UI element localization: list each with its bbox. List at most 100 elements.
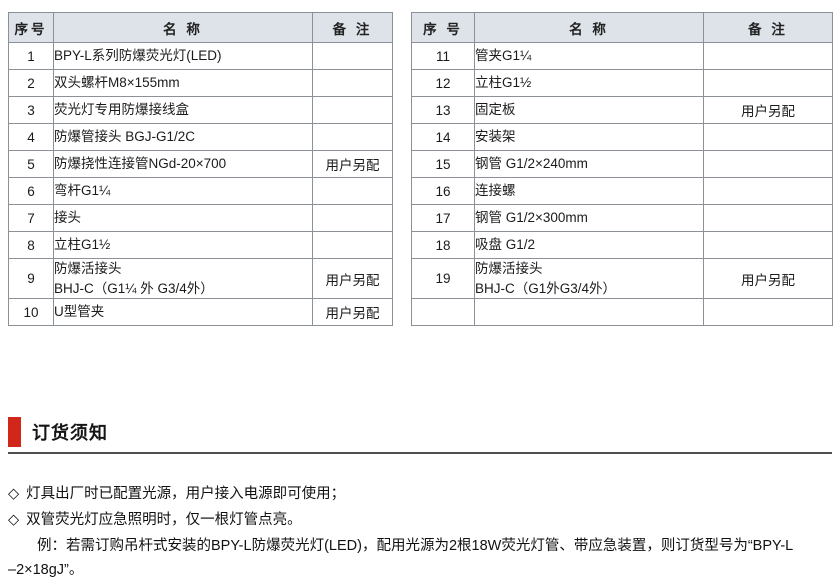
table-row: 9 防爆活接头 BHJ-C（G1¼ 外 G3/4外） 用户另配 bbox=[8, 257, 393, 300]
part-remark bbox=[312, 42, 393, 70]
example-line-1: 例：若需订购吊杆式安装的BPY-L防爆荧光灯(LED)，配用光源为2根18W荧光… bbox=[37, 538, 794, 555]
part-name: U型管夹 bbox=[53, 298, 313, 327]
row-number: 8 bbox=[8, 231, 54, 259]
row-number: 14 bbox=[411, 123, 475, 151]
row-number: 16 bbox=[411, 177, 475, 205]
part-remark bbox=[312, 96, 393, 124]
diamond-bullet-icon: ◇ bbox=[8, 486, 20, 503]
row-number: 4 bbox=[8, 123, 54, 151]
table-row: 19 防爆活接头 BHJ-C（G1外G3/4外） 用户另配 bbox=[411, 257, 833, 300]
part-name: 双头螺杆M8×155mm bbox=[53, 69, 313, 97]
section-title: 订货须知 bbox=[32, 423, 108, 444]
col-header-name: 名 称 bbox=[474, 12, 704, 43]
part-remark bbox=[703, 177, 833, 205]
part-name: 防爆活接头 BHJ-C（G1外G3/4外） bbox=[474, 257, 704, 300]
table-header-row: 序 号 名 称 备 注 bbox=[411, 12, 833, 43]
part-name bbox=[474, 298, 704, 327]
part-name: 钢管 G1/2×300mm bbox=[474, 204, 704, 232]
table-row: 4 防爆管接头 BGJ-G1/2C bbox=[8, 123, 393, 151]
row-number: 6 bbox=[8, 177, 54, 205]
table-header-row: 序号 名 称 备 注 bbox=[8, 12, 393, 43]
diamond-bullet-icon: ◇ bbox=[8, 512, 20, 529]
part-remark bbox=[703, 298, 833, 327]
ordering-notice-section: 订货须知 ◇ 灯具出厂时已配置光源，用户接入电源即可使用； ◇ 双管荧光灯应急照明时… bbox=[8, 416, 832, 582]
part-name: 弯杆G1¼ bbox=[53, 177, 313, 205]
part-name: 安装架 bbox=[474, 123, 704, 151]
table-row: 17 钢管 G1/2×300mm bbox=[411, 204, 833, 232]
row-number: 11 bbox=[411, 42, 475, 70]
table-row: 3 荧光灯专用防爆接线盒 bbox=[8, 96, 393, 124]
part-remark bbox=[312, 69, 393, 97]
table-row: 10 U型管夹 用户另配 bbox=[8, 298, 393, 327]
parts-table-left: 序号 名 称 备 注 1 BPY-L系列防爆荧光灯(LED) 2 双头螺杆M bbox=[8, 12, 393, 327]
row-number: 10 bbox=[8, 298, 54, 327]
parts-tables: 序号 名 称 备 注 1 BPY-L系列防爆荧光灯(LED) 2 双头螺杆M bbox=[8, 12, 833, 327]
part-remark bbox=[703, 204, 833, 232]
row-number: 5 bbox=[8, 150, 54, 178]
row-number: 18 bbox=[411, 231, 475, 259]
red-accent-bar-icon bbox=[8, 417, 21, 448]
part-name: 荧光灯专用防爆接线盒 bbox=[53, 96, 313, 124]
row-number: 17 bbox=[411, 204, 475, 232]
part-remark: 用户另配 bbox=[312, 150, 393, 178]
part-name: 固定板 bbox=[474, 96, 704, 124]
table-row: 6 弯杆G1¼ bbox=[8, 177, 393, 205]
table-row bbox=[411, 298, 833, 327]
row-number: 3 bbox=[8, 96, 54, 124]
part-name: 立柱G1½ bbox=[53, 231, 313, 259]
notice-body: ◇ 灯具出厂时已配置光源，用户接入电源即可使用； ◇ 双管荧光灯应急照明时，仅一根灯… bbox=[8, 482, 832, 582]
part-name: 防爆活接头 BHJ-C（G1¼ 外 G3/4外） bbox=[53, 257, 313, 300]
col-header-name: 名 称 bbox=[53, 12, 313, 43]
part-remark bbox=[703, 69, 833, 97]
table-row: 16 连接螺 bbox=[411, 177, 833, 205]
part-remark bbox=[703, 150, 833, 178]
table-row: 2 双头螺杆M8×155mm bbox=[8, 69, 393, 97]
notice-item-text: 灯具出厂时已配置光源，用户接入电源即可使用； bbox=[26, 486, 346, 503]
col-header-remark: 备 注 bbox=[703, 12, 833, 43]
part-name: 连接螺 bbox=[474, 177, 704, 205]
col-header-no: 序 号 bbox=[411, 12, 475, 43]
table-row: 18 吸盘 G1/2 bbox=[411, 231, 833, 259]
part-name: 吸盘 G1/2 bbox=[474, 231, 704, 259]
part-name: 钢管 G1/2×240mm bbox=[474, 150, 704, 178]
part-name: 管夹G1¼ bbox=[474, 42, 704, 70]
row-number bbox=[411, 298, 475, 327]
part-remark bbox=[703, 123, 833, 151]
row-number: 15 bbox=[411, 150, 475, 178]
ordering-example: 例：若需订购吊杆式安装的BPY-L防爆荧光灯(LED)，配用光源为2根18W荧光… bbox=[8, 534, 832, 582]
row-number: 2 bbox=[8, 69, 54, 97]
part-remark bbox=[312, 177, 393, 205]
example-line-2: –2×18gJ”。 bbox=[8, 562, 84, 579]
table-row: 5 防爆挠性连接管NGd-20×700 用户另配 bbox=[8, 150, 393, 178]
row-number: 1 bbox=[8, 42, 54, 70]
col-header-no: 序号 bbox=[8, 12, 54, 43]
table-row: 14 安装架 bbox=[411, 123, 833, 151]
parts-table-right: 序 号 名 称 备 注 11 管夹G1¼ 12 立柱G1½ bbox=[411, 12, 833, 327]
col-header-remark: 备 注 bbox=[312, 12, 393, 43]
part-name: 防爆挠性连接管NGd-20×700 bbox=[53, 150, 313, 178]
part-remark: 用户另配 bbox=[703, 96, 833, 124]
row-number: 7 bbox=[8, 204, 54, 232]
row-number: 12 bbox=[411, 69, 475, 97]
notice-item: ◇ 双管荧光灯应急照明时，仅一根灯管点亮。 bbox=[8, 508, 832, 532]
notice-item-text: 双管荧光灯应急照明时，仅一根灯管点亮。 bbox=[26, 512, 302, 529]
part-remark bbox=[312, 123, 393, 151]
row-number: 19 bbox=[411, 257, 475, 300]
part-name: 防爆管接头 BGJ-G1/2C bbox=[53, 123, 313, 151]
row-number: 9 bbox=[8, 257, 54, 300]
part-name: 立柱G1½ bbox=[474, 69, 704, 97]
part-remark bbox=[703, 231, 833, 259]
table-row: 15 钢管 G1/2×240mm bbox=[411, 150, 833, 178]
part-remark: 用户另配 bbox=[312, 298, 393, 327]
table-row: 7 接头 bbox=[8, 204, 393, 232]
part-remark bbox=[703, 42, 833, 70]
notice-items: ◇ 灯具出厂时已配置光源，用户接入电源即可使用； ◇ 双管荧光灯应急照明时，仅一根灯… bbox=[8, 482, 832, 532]
table-row: 11 管夹G1¼ bbox=[411, 42, 833, 70]
part-remark: 用户另配 bbox=[312, 257, 393, 300]
part-name: BPY-L系列防爆荧光灯(LED) bbox=[53, 42, 313, 70]
table-row: 12 立柱G1½ bbox=[411, 69, 833, 97]
part-remark: 用户另配 bbox=[703, 257, 833, 300]
row-number: 13 bbox=[411, 96, 475, 124]
part-remark bbox=[312, 231, 393, 259]
